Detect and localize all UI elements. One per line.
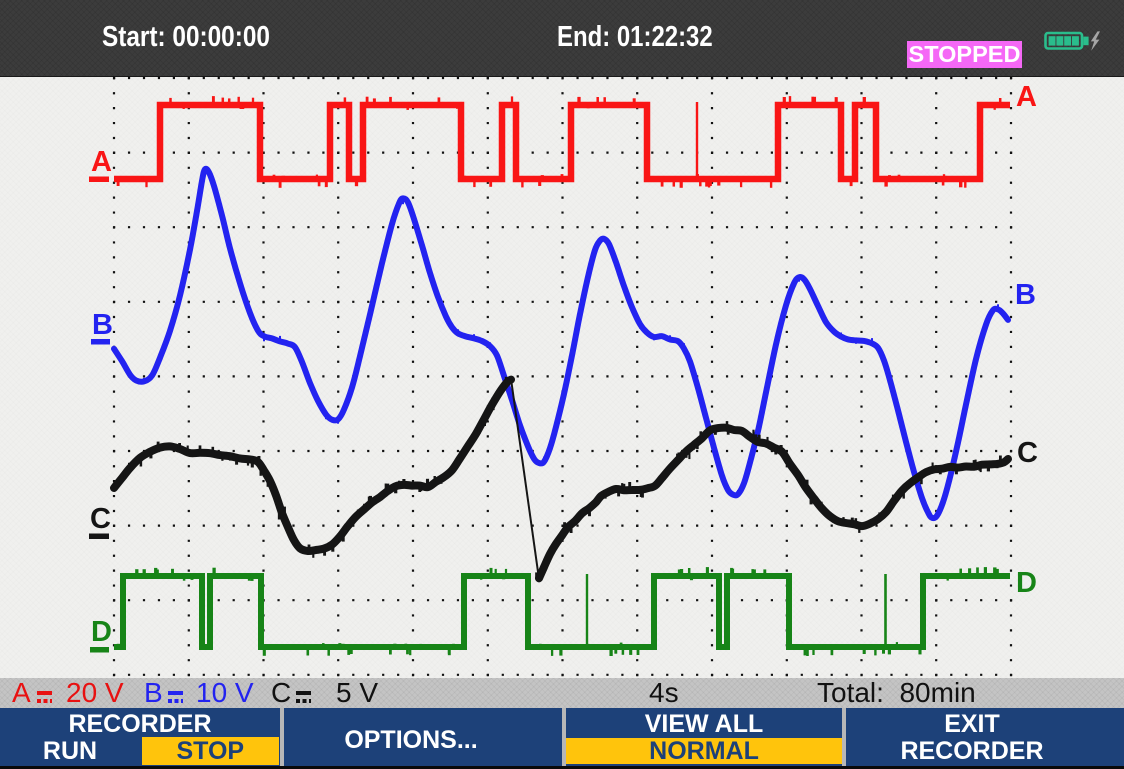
svg-text:D: D (91, 616, 112, 648)
svg-text:B: B (92, 309, 113, 341)
svg-text:C: C (90, 503, 111, 535)
svg-text:C: C (1017, 437, 1038, 469)
svg-text:A: A (1016, 81, 1037, 113)
svg-text:B: B (1015, 279, 1036, 311)
svg-text:A: A (91, 146, 112, 178)
svg-text:D: D (1016, 567, 1037, 599)
